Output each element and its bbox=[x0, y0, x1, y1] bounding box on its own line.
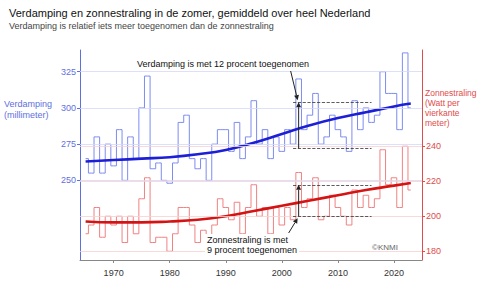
svg-text:240: 240 bbox=[426, 141, 441, 151]
svg-text:Zonnestraling is met: Zonnestraling is met bbox=[207, 235, 289, 245]
svg-text:vierkante: vierkante bbox=[425, 108, 460, 118]
svg-text:meter): meter) bbox=[425, 118, 450, 128]
svg-text:1980: 1980 bbox=[160, 268, 180, 278]
svg-text:2010: 2010 bbox=[328, 268, 348, 278]
svg-text:200: 200 bbox=[426, 211, 441, 221]
svg-text:Verdamping is met 12 procent t: Verdamping is met 12 procent toegenomen bbox=[137, 59, 309, 69]
svg-text:325: 325 bbox=[61, 67, 76, 77]
svg-text:1990: 1990 bbox=[216, 268, 236, 278]
svg-text:275: 275 bbox=[61, 139, 76, 149]
svg-text:220: 220 bbox=[426, 176, 441, 186]
svg-text:Zonnestraling: Zonnestraling bbox=[425, 88, 477, 98]
svg-text:1970: 1970 bbox=[104, 268, 124, 278]
svg-text:2020: 2020 bbox=[384, 268, 404, 278]
svg-text:©KNMI: ©KNMI bbox=[372, 243, 398, 252]
svg-text:180: 180 bbox=[426, 246, 441, 256]
svg-text:300: 300 bbox=[61, 103, 76, 113]
svg-text:250: 250 bbox=[61, 175, 76, 185]
svg-text:9 procent toegenomen: 9 procent toegenomen bbox=[207, 245, 297, 255]
svg-text:Verdamping en zonnestraling in: Verdamping en zonnestraling in de zomer,… bbox=[9, 7, 370, 19]
svg-text:2000: 2000 bbox=[272, 268, 292, 278]
svg-text:Verdamping: Verdamping bbox=[4, 99, 52, 109]
svg-text:(Watt per: (Watt per bbox=[425, 98, 460, 108]
svg-text:(millimeter): (millimeter) bbox=[4, 110, 49, 120]
svg-text:Verdamping is relatief iets me: Verdamping is relatief iets meer toegeno… bbox=[9, 21, 274, 31]
